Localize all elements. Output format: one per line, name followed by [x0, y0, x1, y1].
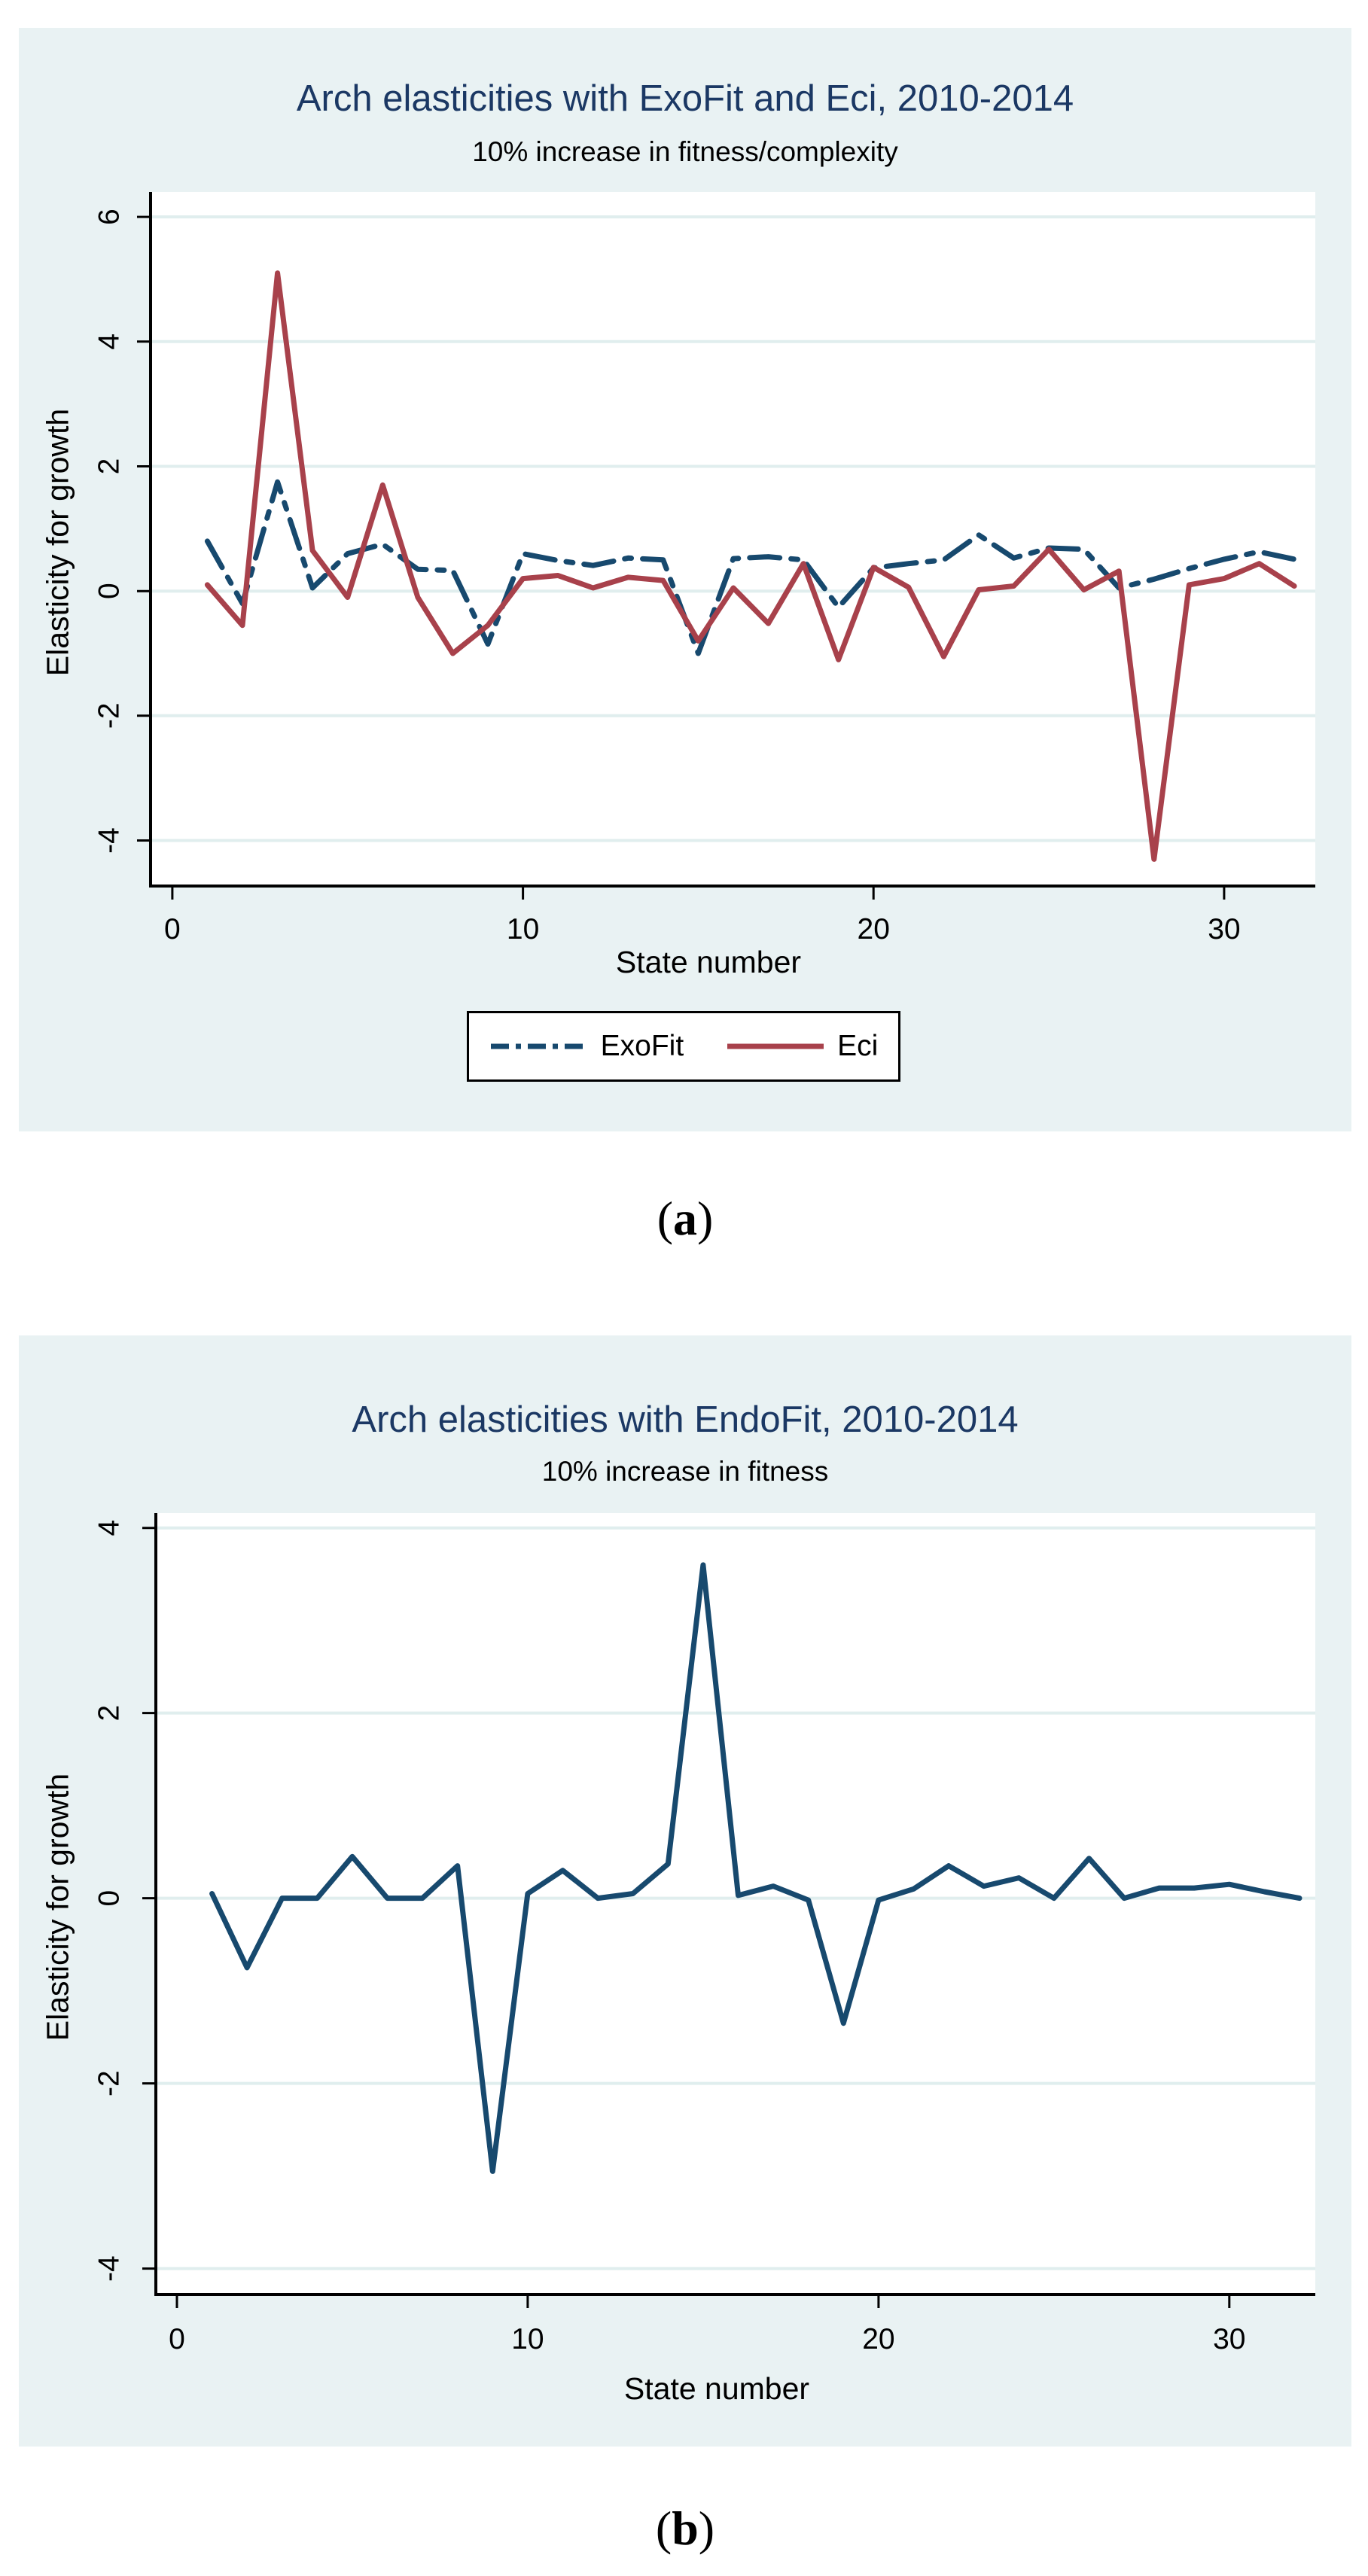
caption-b-close-paren: ) [698, 2501, 715, 2555]
series-eci-line [204, 270, 1297, 862]
x-tick-label: 30 [1213, 2323, 1245, 2355]
caption-b-open-paren: ( [655, 2501, 672, 2555]
x-tick-label: 10 [507, 913, 539, 945]
chart-a-x-axis-title: State number [615, 945, 802, 979]
series-endofit-line [209, 1562, 1302, 2174]
y-tick-label: -2 [93, 2070, 126, 2096]
exofit-dash-dot-line-icon [490, 1043, 587, 1049]
figure-a-card: 0 10 20 30 6 4 2 0 -2 -4 Arch elasticities with E… [19, 28, 1351, 1131]
y-tick-label: 0 [93, 1890, 126, 1907]
legend-item-eci: Eci [726, 1030, 878, 1063]
chart-a-y-axis-title: Elasticity for growth [40, 408, 75, 677]
series-exofit-line [204, 479, 1297, 656]
chart-b-title: Arch elasticities with EndoFit, 2010-201… [352, 1399, 1019, 1440]
y-tick-label: 4 [93, 1520, 126, 1536]
y-tick-label: 0 [93, 583, 126, 599]
legend-label-exofit: ExoFit [600, 1030, 684, 1062]
caption-a-close-paren: ) [697, 1192, 714, 1245]
caption-a-letter: a [673, 1192, 697, 1245]
chart-b-y-axis-title: Elasticity for growth [40, 1773, 75, 2042]
y-tick-label: 2 [93, 458, 126, 475]
legend-label-eci: Eci [837, 1030, 879, 1062]
y-tick-label: 6 [93, 209, 126, 225]
x-tick-label: 30 [1208, 913, 1240, 945]
x-tick-label: 0 [169, 2323, 185, 2355]
x-tick-label: 20 [862, 2323, 894, 2355]
y-tick-label: 2 [93, 1705, 126, 1722]
y-tick-label: -2 [93, 702, 126, 729]
plot-area [151, 192, 1315, 886]
y-tick-label: 4 [93, 333, 126, 350]
chart-b-subtitle: 10% increase in fitness [541, 1456, 829, 1487]
chart-a-subtitle: 10% increase in fitness/complexity [472, 136, 898, 167]
caption-b: (b) [572, 2501, 798, 2556]
legend-item-exofit: ExoFit [489, 1030, 684, 1063]
caption-a-open-paren: ( [657, 1192, 673, 1245]
plot-area [156, 1513, 1315, 2294]
x-tick-label: 20 [858, 913, 890, 945]
y-tick-label: -4 [93, 2255, 126, 2282]
eci-solid-line-icon [727, 1043, 824, 1049]
chart-a-title: Arch elasticities with ExoFit and Eci, 2… [296, 78, 1074, 119]
caption-b-letter: b [672, 2501, 699, 2555]
figure-b-card: 0 10 20 30 4 2 0 -2 -4 Arch elasticities with En… [19, 1335, 1351, 2447]
y-tick-label: -4 [93, 827, 126, 854]
x-tick-label: 0 [164, 913, 181, 945]
x-tick-label: 10 [511, 2323, 544, 2355]
chart-a-legend: ExoFit Eci [467, 1011, 900, 1082]
caption-a: (a) [572, 1191, 798, 1247]
chart-b-x-axis-title: State number [623, 2371, 810, 2406]
